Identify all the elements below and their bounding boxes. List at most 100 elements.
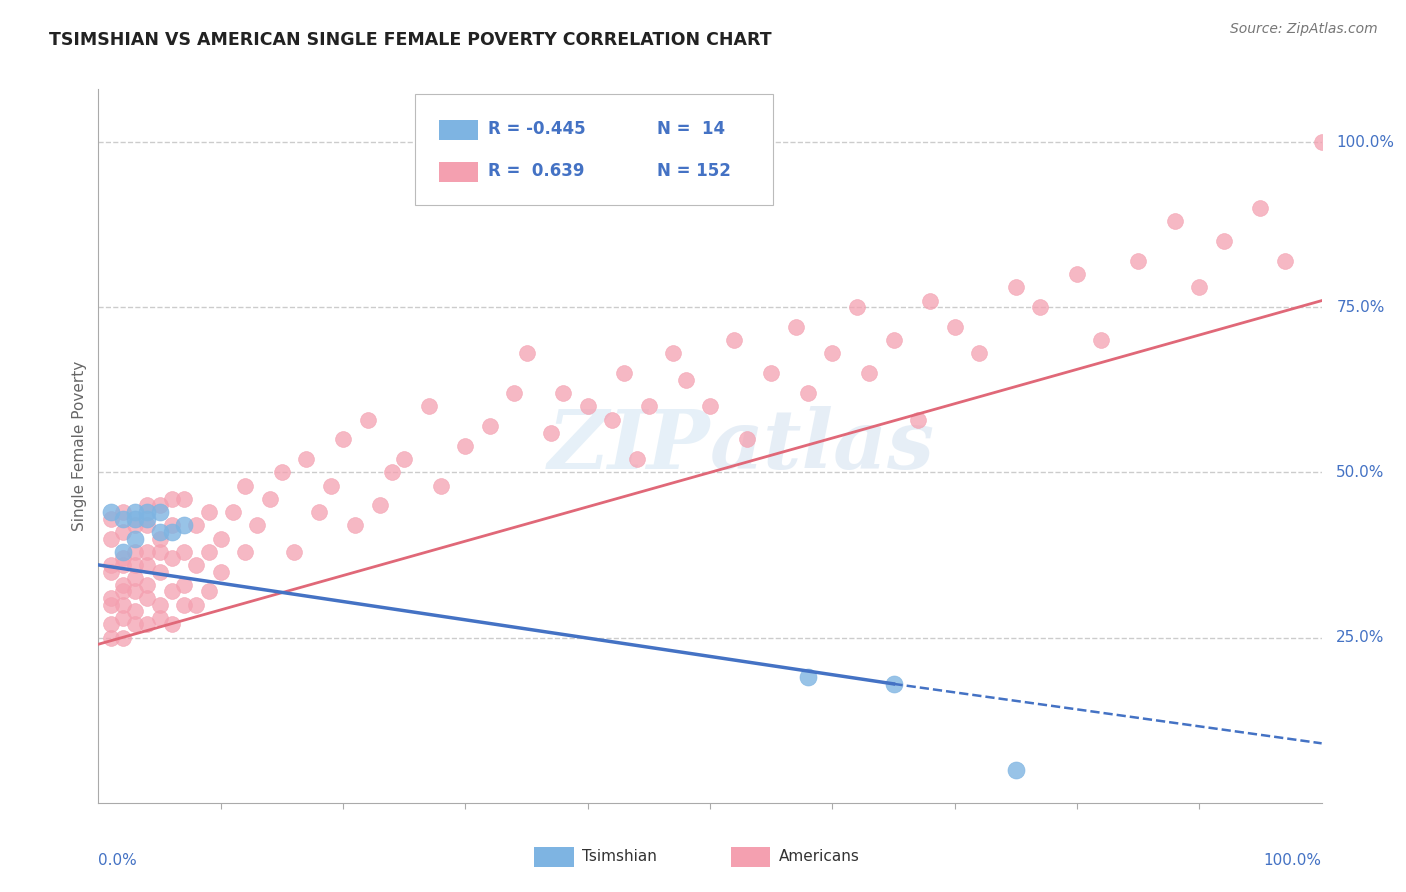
Point: [173, 518, 195, 533]
Point: [149, 611, 172, 625]
Point: [136, 617, 159, 632]
Point: [1310, 135, 1333, 149]
Point: [149, 499, 172, 513]
Point: [197, 584, 219, 599]
Point: [233, 545, 256, 559]
Point: [1029, 300, 1052, 314]
Point: [967, 346, 990, 360]
Point: [124, 545, 146, 559]
Point: [883, 333, 905, 347]
Point: [295, 452, 318, 467]
Point: [662, 346, 685, 360]
Point: [111, 631, 134, 645]
Text: R =  0.639: R = 0.639: [488, 162, 585, 180]
Point: [259, 491, 281, 506]
Point: [111, 505, 134, 519]
Text: Americans: Americans: [779, 849, 860, 863]
Text: atlas: atlas: [710, 406, 935, 486]
Point: [1164, 214, 1187, 228]
Point: [149, 532, 172, 546]
Point: [111, 611, 134, 625]
Point: [136, 558, 159, 572]
Point: [124, 558, 146, 572]
Text: TSIMSHIAN VS AMERICAN SINGLE FEMALE POVERTY CORRELATION CHART: TSIMSHIAN VS AMERICAN SINGLE FEMALE POVE…: [49, 31, 772, 49]
Point: [332, 433, 354, 447]
Point: [418, 400, 440, 414]
Point: [1090, 333, 1112, 347]
Point: [136, 545, 159, 559]
Point: [1274, 254, 1296, 268]
Point: [381, 466, 404, 480]
Point: [270, 466, 294, 480]
Point: [613, 367, 636, 381]
Point: [1066, 267, 1088, 281]
Point: [124, 532, 146, 546]
Text: Source: ZipAtlas.com: Source: ZipAtlas.com: [1230, 22, 1378, 37]
Point: [149, 545, 172, 559]
Point: [454, 439, 477, 453]
Text: 25.0%: 25.0%: [1336, 630, 1385, 645]
Point: [111, 545, 134, 559]
Point: [124, 604, 146, 618]
Point: [907, 412, 929, 426]
Point: [111, 524, 134, 539]
Point: [197, 545, 219, 559]
Point: [1004, 280, 1026, 294]
Point: [186, 558, 208, 572]
Point: [626, 452, 648, 467]
Point: [246, 518, 269, 533]
Point: [149, 565, 172, 579]
Point: [283, 545, 305, 559]
Point: [160, 551, 183, 566]
Point: [136, 518, 159, 533]
Point: [1212, 234, 1234, 248]
Point: [111, 578, 134, 592]
Point: [478, 419, 501, 434]
Point: [186, 518, 208, 533]
Point: [149, 524, 172, 539]
Point: [124, 518, 146, 533]
Point: [160, 584, 183, 599]
Point: [1188, 280, 1211, 294]
Point: [785, 320, 807, 334]
Point: [797, 386, 820, 401]
Point: [186, 598, 208, 612]
Point: [368, 499, 391, 513]
Point: [233, 478, 256, 492]
Point: [356, 412, 378, 426]
Text: N =  14: N = 14: [657, 120, 724, 138]
Point: [100, 617, 122, 632]
Point: [160, 491, 183, 506]
Point: [197, 505, 219, 519]
Point: [100, 532, 122, 546]
Point: [1004, 763, 1026, 777]
Point: [111, 551, 134, 566]
Point: [540, 425, 562, 440]
Point: [111, 584, 134, 599]
Y-axis label: Single Female Poverty: Single Female Poverty: [72, 361, 87, 531]
Point: [319, 478, 342, 492]
Point: [600, 412, 623, 426]
Point: [100, 631, 122, 645]
Point: [136, 591, 159, 605]
Point: [576, 400, 599, 414]
Point: [173, 491, 195, 506]
Text: ZIP: ZIP: [547, 406, 710, 486]
Point: [100, 565, 122, 579]
Point: [515, 346, 537, 360]
Point: [136, 499, 159, 513]
Point: [209, 565, 232, 579]
Point: [136, 505, 159, 519]
Text: 100.0%: 100.0%: [1336, 135, 1395, 150]
Point: [124, 617, 146, 632]
Point: [100, 598, 122, 612]
Point: [124, 511, 146, 525]
Point: [308, 505, 330, 519]
Point: [943, 320, 966, 334]
Point: [100, 505, 122, 519]
Point: [136, 578, 159, 592]
Point: [111, 511, 134, 525]
Text: 100.0%: 100.0%: [1264, 853, 1322, 868]
Point: [920, 293, 942, 308]
Point: [675, 373, 697, 387]
